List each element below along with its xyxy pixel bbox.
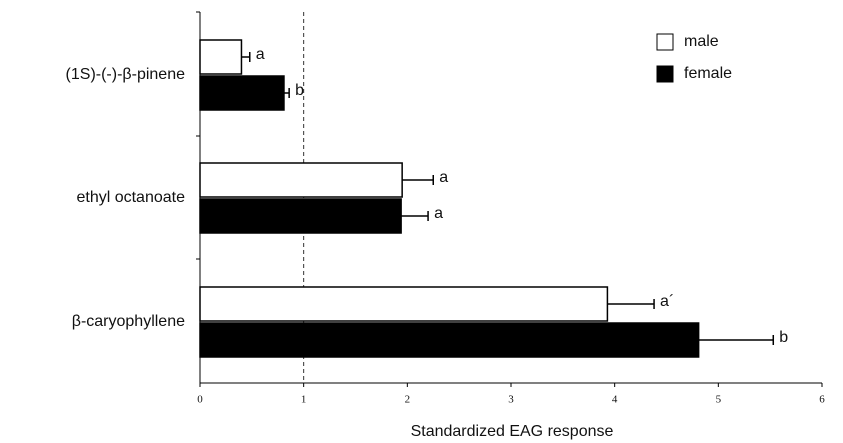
error-bar	[241, 52, 251, 62]
annotation: a	[434, 205, 443, 222]
legend-label: female	[684, 65, 732, 82]
annotation: b	[295, 82, 304, 99]
x-tick-label: 2	[405, 394, 411, 406]
bar	[199, 322, 700, 358]
error-bar	[698, 335, 775, 345]
annotation: b	[779, 329, 788, 346]
bar	[199, 39, 243, 75]
error-bar	[401, 211, 429, 221]
category-label: (1S)-(-)-β-pinene	[66, 66, 186, 83]
error-bar	[283, 88, 290, 98]
category-label: β-caryophyllene	[72, 313, 185, 330]
annotation: a´	[660, 293, 674, 310]
x-tick-label: 3	[508, 394, 514, 406]
bar	[199, 198, 402, 234]
legend-swatch	[656, 65, 674, 83]
error-bar	[402, 175, 434, 185]
legend-swatch	[656, 33, 674, 51]
bar	[199, 286, 609, 322]
x-tick-label: 0	[197, 394, 203, 406]
x-tick-label: 1	[301, 394, 307, 406]
annotation: a	[256, 46, 265, 63]
x-axis-title: Standardized EAG response	[411, 423, 614, 440]
legend-label: male	[684, 33, 719, 50]
x-tick-label: 6	[819, 394, 825, 406]
x-tick-label: 4	[612, 394, 618, 406]
bar	[199, 75, 285, 111]
category-label: ethyl octanoate	[76, 189, 185, 206]
x-tick-label: 5	[716, 394, 722, 406]
bar	[199, 162, 403, 198]
error-bar	[607, 299, 655, 309]
annotation: a	[439, 169, 448, 186]
